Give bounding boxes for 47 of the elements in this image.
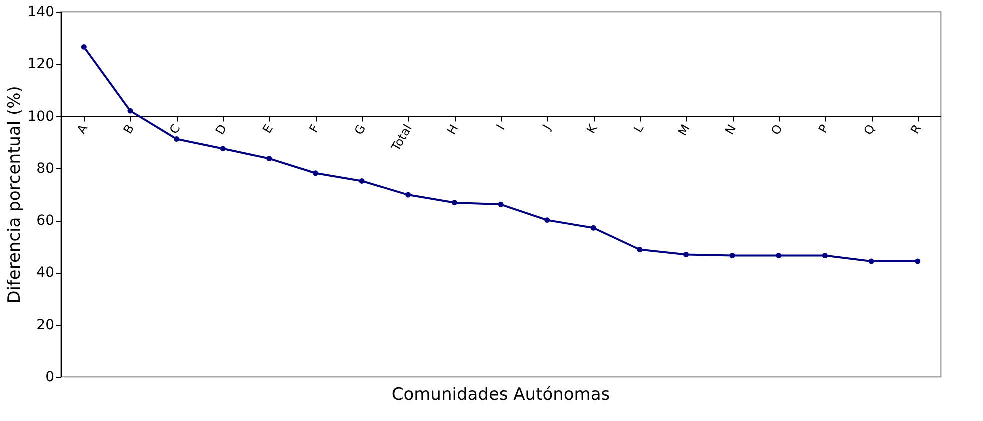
x-tick-label: B (120, 122, 138, 136)
x-tick-label: N (722, 122, 740, 138)
point (359, 178, 365, 184)
x-tick-label: J (539, 122, 554, 134)
point (220, 146, 226, 152)
point (684, 252, 689, 258)
point (730, 253, 736, 258)
x-tick-label: F (306, 122, 322, 136)
y-tick-label: 40 (36, 265, 54, 282)
point (822, 253, 828, 258)
x-tick-label: C (167, 122, 184, 137)
y-tick-label: 100 (28, 108, 54, 125)
y-tick-label: 140 (28, 4, 54, 20)
point (81, 44, 87, 50)
point (452, 200, 458, 206)
y-axis-title: Diferencia porcentual (%) (4, 86, 25, 304)
point (590, 225, 596, 231)
x-tick-label: E (260, 122, 276, 136)
y-tick-label: 80 (36, 160, 54, 177)
x-tick-label: R (908, 122, 924, 137)
x-tick-label: I (494, 122, 508, 132)
x-tick-label: G (352, 122, 369, 138)
point (544, 218, 550, 224)
point (868, 258, 874, 264)
y-tick-label: 20 (36, 317, 54, 334)
x-tick-label: Q (861, 122, 878, 138)
x-tick-label: H (444, 122, 462, 138)
point (406, 192, 412, 198)
point (128, 108, 134, 114)
x-tick-label: O (768, 122, 786, 138)
x-tick-label: P (816, 122, 832, 136)
point (915, 258, 921, 264)
point (174, 136, 180, 142)
point (637, 247, 643, 253)
point (498, 202, 504, 208)
x-tick-label: K (584, 121, 601, 136)
y-tick-label: 60 (36, 213, 54, 230)
x-axis-title: Comunidades Autónomas (392, 385, 610, 405)
y-tick-label: 0 (46, 370, 54, 386)
x-tick-label: A (74, 122, 92, 136)
x-tick-label: D (212, 122, 230, 138)
point (266, 156, 272, 162)
x-tick-label: M (676, 122, 693, 138)
x-tick-label: L (631, 122, 647, 136)
y-tick-label: 120 (28, 56, 54, 73)
point (313, 170, 318, 176)
point (776, 253, 782, 258)
